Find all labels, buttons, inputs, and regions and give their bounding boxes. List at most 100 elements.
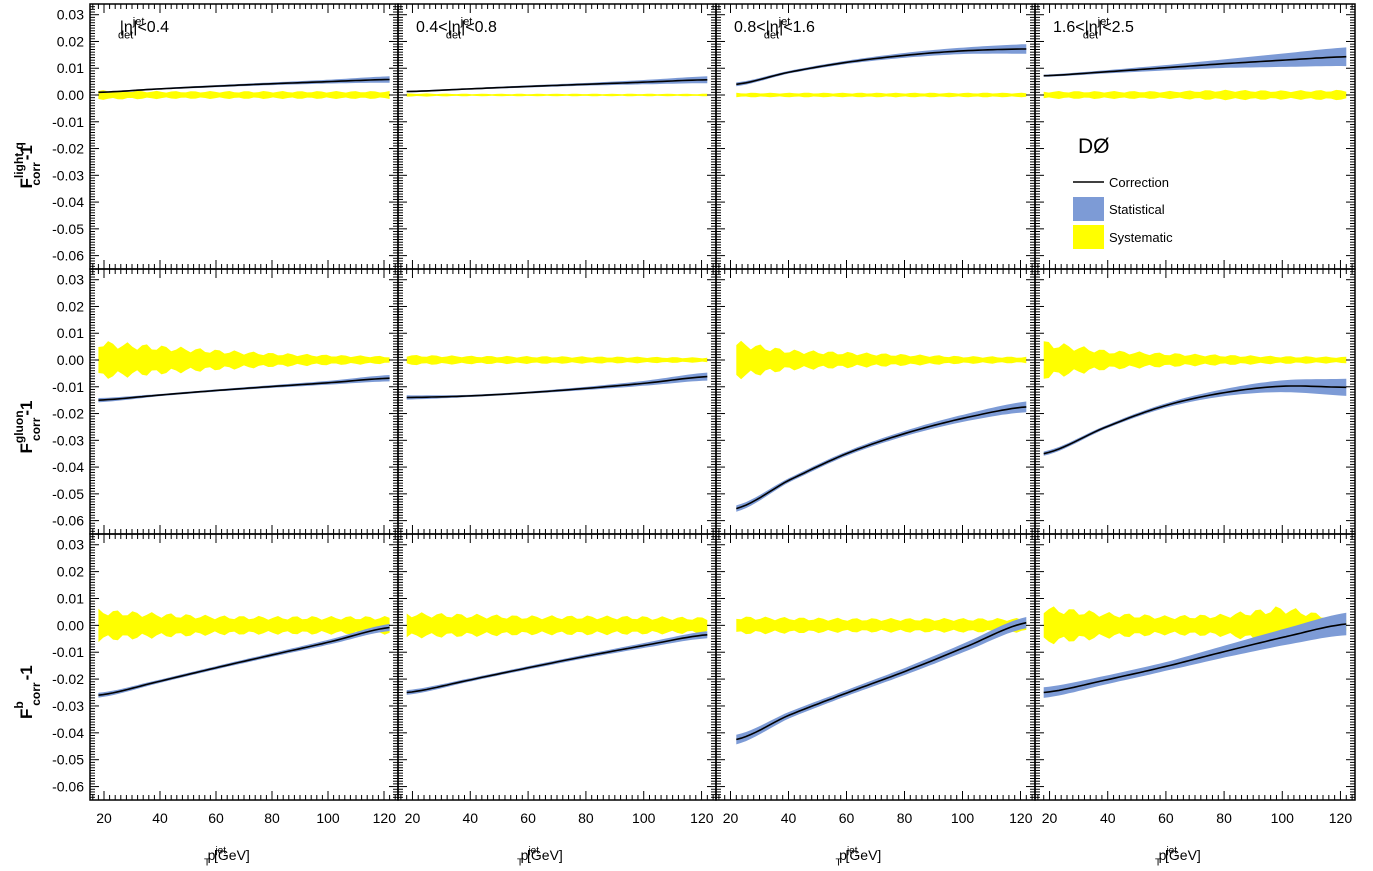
systematic-band [1043, 89, 1347, 101]
xlabel-sup: jet [527, 846, 539, 857]
title-suffix: |<1.6 [779, 19, 815, 36]
title-prefix: |η [120, 19, 133, 36]
x-tick-label: 20 [1042, 810, 1058, 826]
y-tick-label: -0.01 [52, 379, 84, 395]
panel-r0-c3 [1034, 3, 1356, 270]
y-tick-label: 0.03 [57, 537, 84, 553]
xlabel-sup: jet [846, 846, 858, 857]
plot-area [1043, 341, 1347, 456]
y-tick-label: 0.02 [57, 298, 84, 314]
title-sup: jet [132, 16, 145, 28]
y-axis-label-text: Fb corr -1 [12, 665, 43, 719]
y-axis-label: Fgluon corr -1 [12, 400, 43, 453]
y-tick-label: -0.04 [52, 459, 84, 475]
x-tick-label: 100 [316, 810, 340, 826]
correction-line [1043, 623, 1347, 694]
systematic-band [98, 608, 390, 643]
ticks [1035, 268, 1355, 535]
plot-area [98, 608, 390, 698]
plot-area [406, 76, 708, 97]
x-tick-label: 40 [1100, 810, 1116, 826]
plot-area [1043, 47, 1347, 101]
y-tick-label: 0.01 [57, 590, 84, 606]
y-tick-label: -0.02 [52, 406, 84, 422]
legend-band-swatch [1073, 225, 1104, 249]
column-title: 0.8<|ηjet det|<1.6 [734, 16, 815, 42]
y-tick-label: -0.04 [52, 194, 84, 210]
title-sub: det [764, 29, 779, 41]
x-tick-label: 120 [373, 810, 397, 826]
x-tick-label: 80 [578, 810, 594, 826]
y-tick-label: 0.01 [57, 325, 84, 341]
plot-area [736, 616, 1027, 745]
x-tick-label: 80 [264, 810, 280, 826]
systematic-band [736, 340, 1027, 380]
column-title: 1.6<|ηjet det|<2.5 [1053, 16, 1134, 42]
statistical-band [1043, 47, 1347, 77]
y-tick-label: 0.00 [57, 87, 84, 103]
x-axis-label: pjet T [GeV] [517, 846, 563, 869]
plot-area [98, 76, 390, 100]
ticks [90, 533, 398, 801]
statistical-band [406, 631, 708, 695]
systematic-band [1043, 341, 1347, 379]
title-suffix: |<0.4 [133, 19, 169, 36]
x-tick-label: 120 [1009, 810, 1033, 826]
x-tick-label: 120 [690, 810, 714, 826]
xlabel-sub: T [836, 858, 842, 869]
plot-area [98, 341, 390, 403]
systematic-band [406, 355, 708, 366]
panel-frame [89, 3, 399, 270]
y-tick-label: -0.05 [52, 752, 84, 768]
xlabel-sub: T [204, 858, 210, 869]
panel-r1-c3 [1034, 268, 1356, 535]
xlabel-units: [GeV] [523, 847, 563, 863]
x-tick-label: 60 [208, 810, 224, 826]
panel-frame [397, 533, 717, 801]
y-tick-label: 0.01 [57, 60, 84, 76]
systematic-band [98, 341, 390, 379]
title-prefix: 0.8<|η [734, 19, 779, 36]
ylabel-suffix: -1 [17, 665, 36, 680]
y-tick-label: 0.02 [57, 33, 84, 49]
correction-line [98, 626, 390, 696]
y-tick-label: -0.06 [52, 779, 84, 795]
ylabel-main: F [17, 709, 36, 719]
experiment-label: DØ [1078, 135, 1110, 158]
panel-frame [1034, 533, 1356, 801]
correction-line [98, 377, 390, 401]
correction-line [406, 79, 708, 93]
xlabel-units: [GeV] [842, 847, 882, 863]
systematic-band [736, 92, 1027, 98]
x-tick-label: 100 [632, 810, 656, 826]
x-tick-label: 40 [781, 810, 797, 826]
x-tick-label: 60 [1158, 810, 1174, 826]
y-tick-label: 0.02 [57, 564, 84, 580]
panel-r2-c1 [397, 533, 717, 801]
y-axis-label: Fb corr -1 [12, 665, 43, 719]
legend-band-swatch [1073, 197, 1104, 221]
panels-layer [89, 3, 1356, 801]
y-tick-label: 0.03 [57, 272, 84, 288]
title-suffix: |<2.5 [1098, 19, 1134, 36]
ticks [716, 533, 1035, 801]
y-tick-label: 0.03 [57, 7, 84, 23]
systematic-band [98, 90, 390, 100]
legend-label: Statistical [1109, 202, 1165, 217]
ylabel-sup: b [12, 701, 26, 708]
ylabel-sup: light q [12, 142, 26, 178]
y-tick-label: -0.04 [52, 725, 84, 741]
x-tick-label: 80 [1216, 810, 1232, 826]
panel-frame [715, 533, 1036, 801]
title-prefix: 1.6<|η [1053, 19, 1098, 36]
ylabel-sub: corr [29, 417, 43, 441]
systematic-band [406, 93, 708, 97]
correction-line [736, 621, 1027, 741]
ticks [90, 3, 398, 270]
y-axis-label-text: Fgluon corr -1 [12, 400, 43, 453]
plot-area [406, 612, 708, 695]
column-title: 0.4<|ηjet det|<0.8 [416, 16, 497, 42]
panel-r1-c0 [89, 268, 399, 535]
systematic-band [736, 616, 1027, 635]
xlabel-units: [GeV] [210, 847, 250, 863]
